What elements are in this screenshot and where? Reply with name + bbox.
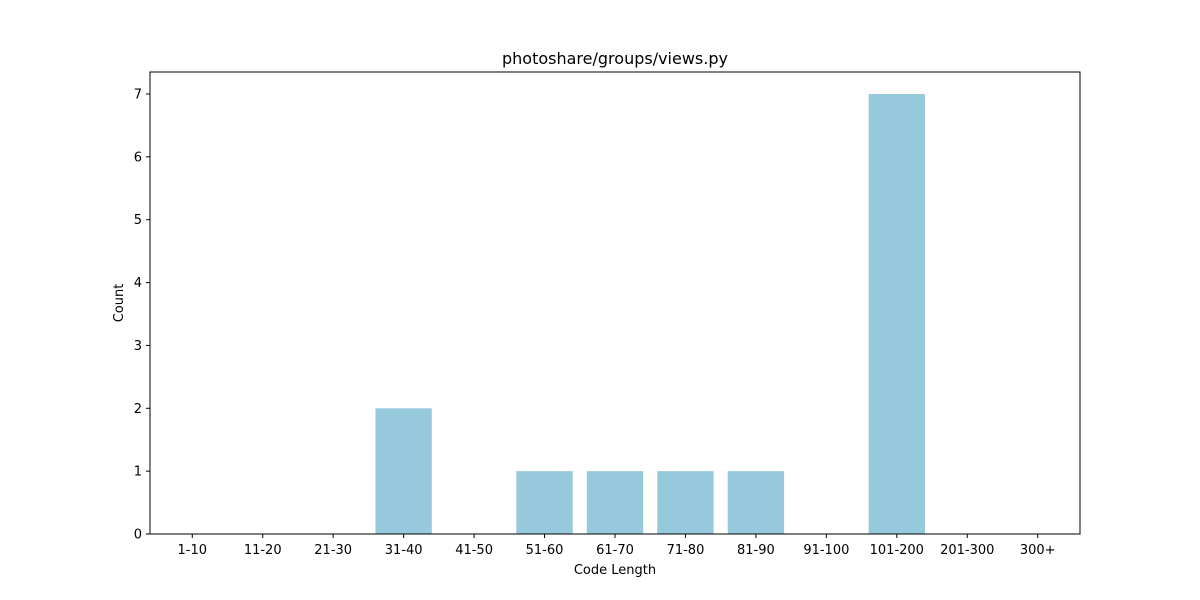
chart-title: photoshare/groups/views.py <box>502 49 728 68</box>
x-tick-label: 71-80 <box>667 543 705 558</box>
y-tick-label: 7 <box>134 88 142 103</box>
y-tick-label: 0 <box>134 528 142 543</box>
bar-81-90 <box>727 471 785 534</box>
x-tick-label: 91-100 <box>803 543 849 558</box>
y-tick-label: 5 <box>134 213 142 228</box>
x-tick-label: 61-70 <box>596 543 634 558</box>
x-tick-label: 51-60 <box>526 543 564 558</box>
y-tick-label: 3 <box>134 339 142 354</box>
y-axis-ticks: 0 1 2 3 4 5 6 7 <box>134 88 150 543</box>
x-tick-label: 11-20 <box>244 543 282 558</box>
x-tick-label: 41-50 <box>455 543 493 558</box>
x-tick-label: 101-200 <box>870 543 924 558</box>
y-tick-label: 4 <box>134 276 142 291</box>
bar-61-70 <box>586 471 644 534</box>
x-axis-label: Code Length <box>574 563 656 578</box>
y-axis-label: Count <box>112 284 127 323</box>
x-tick-label: 201-300 <box>940 543 994 558</box>
bars-group <box>375 94 925 534</box>
bar-51-60 <box>516 471 573 534</box>
bar-71-80 <box>657 471 714 534</box>
x-tick-label: 300+ <box>1020 543 1056 558</box>
bar-31-40 <box>375 408 432 534</box>
x-tick-label: 31-40 <box>385 543 423 558</box>
y-tick-label: 2 <box>134 402 142 417</box>
x-tick-label: 21-30 <box>314 543 352 558</box>
y-tick-label: 6 <box>134 150 142 165</box>
x-tick-label: 1-10 <box>178 543 208 558</box>
x-axis-ticks: 1-10 11-20 21-30 31-40 41-50 51-60 61-70 71-80 8… <box>178 534 1056 558</box>
bar-101-200 <box>868 94 925 534</box>
y-tick-label: 1 <box>134 465 142 480</box>
x-tick-label: 81-90 <box>737 543 775 558</box>
